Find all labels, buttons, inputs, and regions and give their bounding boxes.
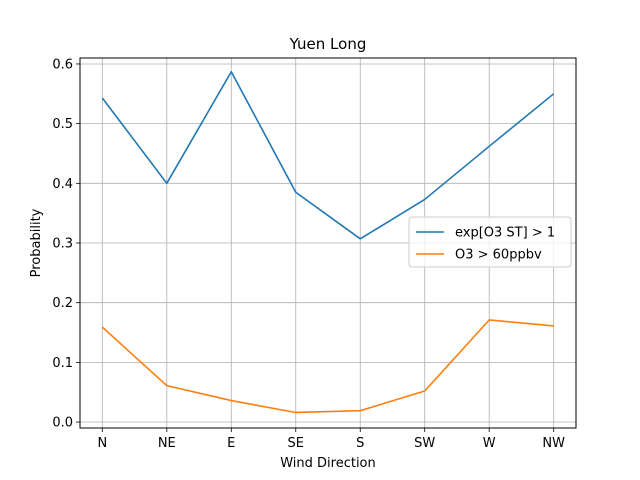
x-tick-label: NE [158,436,176,451]
y-tick-label: 0.6 [52,57,73,72]
series-line-2 [101,319,554,414]
legend-label-1: exp[O3 ST] > 1 [455,226,555,241]
legend-label-2: O3 > 60ppbv [455,248,542,263]
legend: exp[O3 ST] > 1 O3 > 60ppbv [408,216,572,268]
x-tick-label: SE [288,436,304,451]
x-tick-label: W [483,436,496,451]
chart-title: Yuen Long [289,35,367,53]
x-tick-label: E [227,436,235,451]
x-tick-label: N [97,436,107,451]
x-axis: N NE E SE S SW W NW [97,428,565,451]
y-tick-label: 0.2 [52,296,73,311]
x-tick-label: SW [414,436,435,451]
y-tick-label: 0.0 [52,416,73,431]
x-tick-label: NW [542,436,565,451]
series-layer [101,70,555,414]
y-tick-label: 0.3 [52,237,73,252]
y-tick-label: 0.4 [52,177,73,192]
series-line-1 [101,70,555,240]
y-axis: 0.0 0.1 0.2 0.3 0.4 0.5 0.6 [52,57,80,431]
legend-box [408,216,572,268]
x-axis-label: Wind Direction [280,456,376,471]
y-tick-label: 0.1 [52,356,73,371]
x-tick-label: S [356,436,364,451]
y-axis-label: Probability [29,208,44,277]
y-tick-label: 0.5 [52,117,73,132]
